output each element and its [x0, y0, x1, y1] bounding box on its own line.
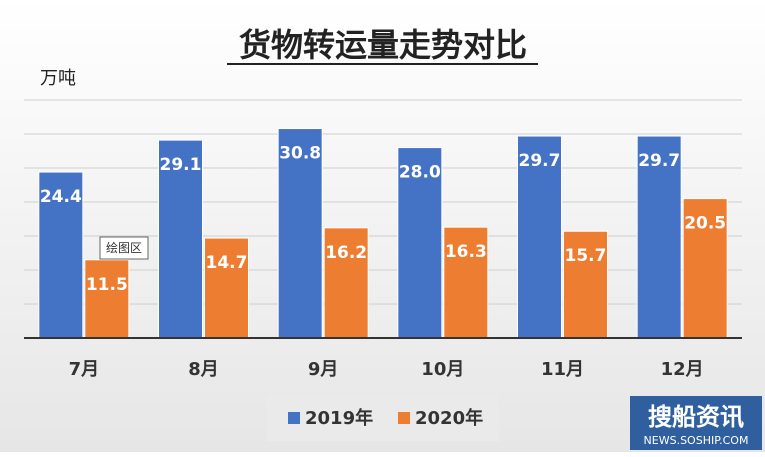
- bar: [636, 135, 682, 339]
- data-label: 11.5: [86, 275, 128, 295]
- data-label: 24.4: [40, 187, 82, 207]
- x-axis-labels: 7月 8月 9月 10月 11月 12月: [69, 359, 704, 380]
- data-label: 29.7: [519, 151, 561, 171]
- watermark-url: NEWS.SOSHIP.COM: [644, 434, 749, 447]
- legend: 2019年 2020年: [267, 395, 499, 441]
- x-tick-label: 9月: [308, 359, 339, 380]
- bar: [397, 147, 443, 339]
- watermark-logo: 搜船资讯 NEWS.SOSHIP.COM: [630, 396, 762, 450]
- data-label: 29.7: [638, 151, 680, 171]
- data-label: 16.2: [325, 243, 367, 263]
- bar: [204, 237, 249, 339]
- legend-label-2019: 2019年: [305, 407, 373, 429]
- bar: [323, 227, 369, 339]
- bar: [84, 259, 130, 339]
- gridlines: [24, 99, 742, 305]
- legend-swatch-2019: [288, 412, 300, 424]
- bar: [682, 198, 728, 339]
- bar: [158, 139, 203, 339]
- bar: [38, 171, 84, 339]
- data-label: 28.0: [399, 163, 441, 183]
- x-tick-label: 11月: [541, 359, 584, 380]
- legend-label-2020: 2020年: [415, 407, 483, 429]
- data-label: 30.8: [279, 144, 321, 164]
- data-label: 20.5: [684, 214, 726, 234]
- legend-box: [267, 395, 499, 441]
- x-tick-label: 8月: [188, 359, 219, 380]
- legend-swatch-2020: [398, 412, 410, 424]
- bar: [517, 135, 562, 339]
- bar: [277, 128, 323, 339]
- tooltip: 绘图区: [99, 236, 149, 260]
- data-label: 16.3: [445, 242, 487, 262]
- data-label: 15.7: [565, 246, 607, 266]
- tooltip-box: [99, 236, 149, 260]
- chart-title: 货物转运量走势对比: [239, 26, 527, 64]
- x-tick-label: 12月: [661, 359, 704, 380]
- tooltip-text: 绘图区: [106, 240, 142, 255]
- bar: [443, 226, 489, 339]
- watermark-box: [630, 396, 762, 450]
- bar: [563, 230, 608, 339]
- watermark-brand: 搜船资讯: [648, 403, 744, 431]
- data-label: 29.1: [160, 155, 202, 175]
- data-label: 14.7: [206, 253, 248, 273]
- x-tick-label: 7月: [69, 359, 100, 380]
- y-axis-unit: 万吨: [40, 68, 76, 89]
- bars: 24.4 11.5 29.1 14.7 30.8 16.2 28.0 16.3 29.7 15.7…: [38, 128, 728, 339]
- x-tick-label: 10月: [421, 359, 464, 380]
